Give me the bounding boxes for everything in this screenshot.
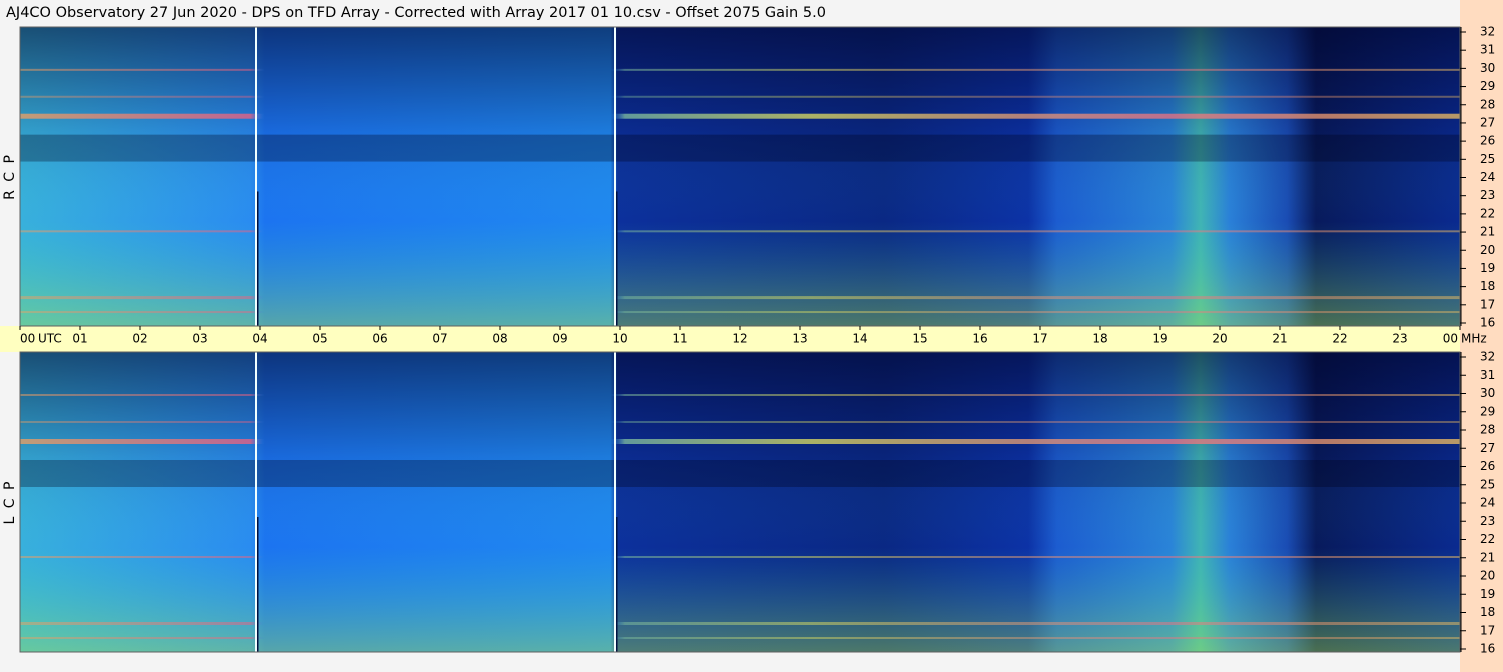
- panel-border: [19, 351, 1461, 653]
- y-tick-label: 29: [1480, 404, 1495, 418]
- y-tick-label: 20: [1480, 569, 1495, 583]
- y-tick-label: 26: [1480, 459, 1495, 473]
- x-tick-label: 19: [1152, 332, 1167, 346]
- x-tick-label: 12: [732, 332, 747, 346]
- x-tick-label: 00: [1443, 332, 1458, 346]
- y-tick-label: 26: [1480, 134, 1495, 148]
- y-tick-label: 23: [1480, 514, 1495, 528]
- interference-stripe: [20, 230, 1460, 233]
- x-tick-label: 14: [852, 332, 867, 346]
- x-tick-label: 08: [492, 332, 507, 346]
- interference-stripe: [20, 113, 1460, 119]
- white-line: [614, 27, 616, 326]
- interference-stripe: [20, 421, 1460, 423]
- x-tick-label: 22: [1332, 332, 1347, 346]
- x-tick-label: 23: [1392, 332, 1407, 346]
- time-axis-strip: [0, 326, 1460, 352]
- dark-band: [20, 134, 1460, 162]
- y-tick-label: 27: [1480, 115, 1495, 129]
- x-tick-label: 03: [192, 332, 207, 346]
- y-tick-label: 25: [1480, 477, 1495, 491]
- y-tick-label: 16: [1480, 642, 1495, 656]
- x-tick-label: 04: [252, 332, 267, 346]
- x-tick-label: 17: [1032, 332, 1047, 346]
- interference-stripe: [20, 296, 1460, 300]
- x-tick-label: 20: [1212, 332, 1227, 346]
- y-tick-label: 20: [1480, 243, 1495, 257]
- y-tick-label: 30: [1480, 386, 1495, 400]
- y-tick-label: 32: [1480, 25, 1495, 39]
- interference-stripe: [20, 311, 1460, 314]
- y-tick-label: 29: [1480, 79, 1495, 93]
- x-tick-label: 02: [132, 332, 147, 346]
- interference-stripe: [20, 556, 1460, 558]
- x-tick-label: 09: [552, 332, 567, 346]
- y-tick-label: 31: [1480, 43, 1495, 57]
- x-tick-label: 11: [672, 332, 687, 346]
- x-tick-label: 10: [612, 332, 627, 346]
- x-tick-label: 15: [912, 332, 927, 346]
- white-line: [255, 352, 257, 652]
- interference-stripe: [20, 622, 1460, 625]
- y-tick-label: 30: [1480, 61, 1495, 75]
- dark-line: [257, 191, 259, 326]
- y-tick-label: 19: [1480, 261, 1495, 275]
- y-tick-label: 19: [1480, 587, 1495, 601]
- y-tick-label: 22: [1480, 206, 1495, 220]
- y-tick-label: 17: [1480, 297, 1495, 311]
- dark-band: [20, 460, 1460, 487]
- x-tick-label: 13: [792, 332, 807, 346]
- y-tick-label: 24: [1480, 496, 1495, 510]
- x-tick-label: 06: [372, 332, 387, 346]
- interference-stripe: [20, 68, 1460, 71]
- x-tick-label: 01: [72, 332, 87, 346]
- x-tick-label: 00: [20, 332, 35, 346]
- y-tick-label: 18: [1480, 605, 1495, 619]
- spectrogram-shade: [20, 352, 1460, 652]
- y-tick-label: 22: [1480, 532, 1495, 546]
- chart-title: AJ4CO Observatory 27 Jun 2020 - DPS on T…: [6, 5, 826, 21]
- y-tick-label: 21: [1480, 550, 1495, 564]
- white-line: [614, 352, 616, 652]
- interference-stripe: [20, 394, 1460, 396]
- y-tick-label: 16: [1480, 316, 1495, 330]
- x-tick-label: 21: [1272, 332, 1287, 346]
- x-tick-label: 16: [972, 332, 987, 346]
- y-tick-label: 31: [1480, 368, 1495, 382]
- interference-stripe: [20, 95, 1460, 98]
- y-tick-label: 21: [1480, 225, 1495, 239]
- frequency-axis-strip: [1460, 0, 1503, 672]
- interference-stripe: [20, 439, 1460, 444]
- y-tick-label: 25: [1480, 152, 1495, 166]
- y-tick-label: 18: [1480, 279, 1495, 293]
- y-tick-label: 28: [1480, 423, 1495, 437]
- dark-line: [257, 517, 259, 652]
- x-tick-label: 05: [312, 332, 327, 346]
- x-unit-label: UTC: [38, 332, 62, 346]
- x-tick-label: 07: [432, 332, 447, 346]
- x-tick-label: 18: [1092, 332, 1107, 346]
- y-tick-label: 28: [1480, 97, 1495, 111]
- white-line: [255, 27, 257, 326]
- y-tick-label: 17: [1480, 623, 1495, 637]
- dark-line: [616, 517, 618, 652]
- panel-label: R C P: [2, 153, 18, 200]
- spectrogram-shade: [20, 27, 1460, 326]
- y-tick-label: 27: [1480, 441, 1495, 455]
- interference-stripe: [20, 637, 1460, 639]
- y-tick-label: 32: [1480, 350, 1495, 364]
- panel-label: L C P: [2, 480, 18, 525]
- y-unit-label: MHz: [1461, 332, 1487, 346]
- y-tick-label: 24: [1480, 170, 1495, 184]
- y-tick-label: 23: [1480, 188, 1495, 202]
- dark-line: [616, 191, 618, 326]
